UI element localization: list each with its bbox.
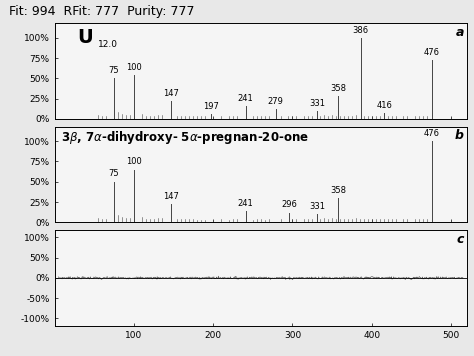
Text: 12.0: 12.0 [98, 40, 118, 49]
Text: 100: 100 [126, 157, 142, 166]
Text: 279: 279 [268, 97, 284, 106]
Text: 331: 331 [309, 202, 325, 211]
Text: 197: 197 [203, 102, 219, 111]
Text: c: c [456, 233, 464, 246]
Text: 476: 476 [424, 48, 440, 57]
Text: 75: 75 [109, 66, 119, 75]
Text: Fit: 994  RFit: 777  Purity: 777: Fit: 994 RFit: 777 Purity: 777 [9, 5, 195, 19]
Text: 241: 241 [238, 199, 254, 208]
Text: 358: 358 [330, 186, 346, 195]
Text: 3$\beta$, 7$\alpha$-dihydroxy- 5$\alpha$-pregnan-20-one: 3$\beta$, 7$\alpha$-dihydroxy- 5$\alpha$… [61, 130, 309, 146]
Text: $\mathbf{U}$: $\mathbf{U}$ [77, 28, 93, 47]
Text: b: b [455, 130, 464, 142]
Text: 386: 386 [353, 26, 369, 35]
Text: 476: 476 [424, 129, 440, 138]
Text: 416: 416 [376, 101, 392, 110]
Text: 100: 100 [126, 63, 142, 72]
Text: 75: 75 [109, 169, 119, 178]
Text: a: a [456, 26, 464, 39]
Text: 358: 358 [330, 84, 346, 93]
Text: 147: 147 [163, 192, 179, 201]
Text: 331: 331 [309, 99, 325, 108]
Text: 241: 241 [238, 94, 254, 103]
Text: 147: 147 [163, 89, 179, 98]
Text: 296: 296 [281, 200, 297, 209]
